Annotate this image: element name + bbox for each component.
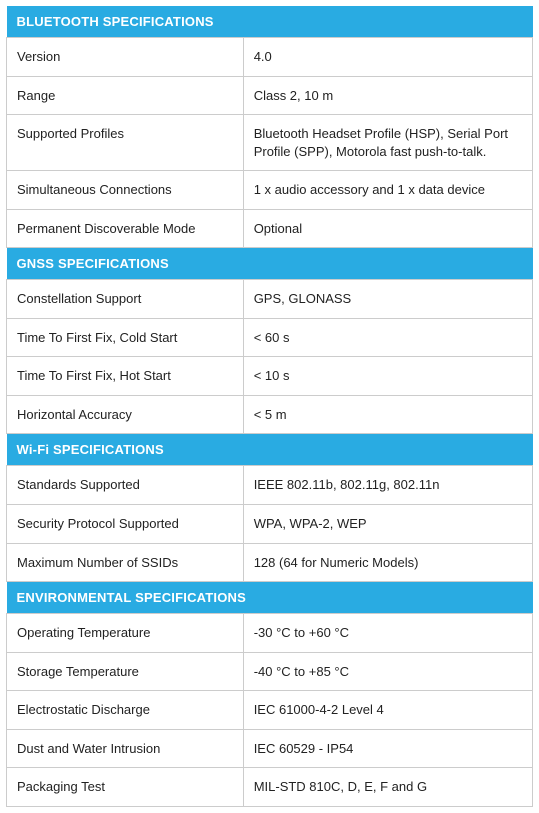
spec-label: Dust and Water Intrusion xyxy=(7,729,244,768)
spec-label: Version xyxy=(7,38,244,77)
spec-value: -30 °C to +60 °C xyxy=(243,614,532,653)
spec-label: Operating Temperature xyxy=(7,614,244,653)
spec-value: < 5 m xyxy=(243,395,532,434)
spec-value: IEEE 802.11b, 802.11g, 802.11n xyxy=(243,466,532,505)
spec-value: Optional xyxy=(243,209,532,248)
section-header-row: BLUETOOTH SPECIFICATIONS xyxy=(7,6,533,38)
section-header-row: Wi-Fi SPECIFICATIONS xyxy=(7,434,533,466)
spec-row: Maximum Number of SSIDs128 (64 for Numer… xyxy=(7,543,533,582)
spec-value: Class 2, 10 m xyxy=(243,76,532,115)
spec-label: Storage Temperature xyxy=(7,652,244,691)
spec-value: Bluetooth Headset Profile (HSP), Serial … xyxy=(243,115,532,171)
spec-row: Security Protocol SupportedWPA, WPA-2, W… xyxy=(7,505,533,544)
spec-row: Standards SupportedIEEE 802.11b, 802.11g… xyxy=(7,466,533,505)
spec-row: Constellation SupportGPS, GLONASS xyxy=(7,280,533,319)
spec-table-body: BLUETOOTH SPECIFICATIONSVersion4.0RangeC… xyxy=(7,6,533,806)
spec-label: Simultaneous Connections xyxy=(7,171,244,210)
spec-row: Time To First Fix, Hot Start< 10 s xyxy=(7,357,533,396)
spec-label: Time To First Fix, Hot Start xyxy=(7,357,244,396)
spec-label: Constellation Support xyxy=(7,280,244,319)
section-header: ENVIRONMENTAL SPECIFICATIONS xyxy=(7,582,533,613)
spec-row: Permanent Discoverable ModeOptional xyxy=(7,209,533,248)
specifications-table: BLUETOOTH SPECIFICATIONSVersion4.0RangeC… xyxy=(6,6,533,807)
spec-row: Dust and Water IntrusionIEC 60529 - IP54 xyxy=(7,729,533,768)
spec-row: Time To First Fix, Cold Start< 60 s xyxy=(7,318,533,357)
section-header: BLUETOOTH SPECIFICATIONS xyxy=(7,6,533,37)
spec-row: RangeClass 2, 10 m xyxy=(7,76,533,115)
section-header-row: ENVIRONMENTAL SPECIFICATIONS xyxy=(7,582,533,614)
section-header-row: GNSS SPECIFICATIONS xyxy=(7,248,533,280)
spec-row: Simultaneous Connections1 x audio access… xyxy=(7,171,533,210)
spec-label: Time To First Fix, Cold Start xyxy=(7,318,244,357)
spec-value: 4.0 xyxy=(243,38,532,77)
spec-label: Range xyxy=(7,76,244,115)
spec-label: Standards Supported xyxy=(7,466,244,505)
spec-value: 128 (64 for Numeric Models) xyxy=(243,543,532,582)
spec-label: Packaging Test xyxy=(7,768,244,807)
spec-row: Packaging TestMIL-STD 810C, D, E, F and … xyxy=(7,768,533,807)
spec-label: Supported Profiles xyxy=(7,115,244,171)
spec-value: -40 °C to +85 °C xyxy=(243,652,532,691)
spec-label: Maximum Number of SSIDs xyxy=(7,543,244,582)
spec-value: < 10 s xyxy=(243,357,532,396)
spec-row: Storage Temperature-40 °C to +85 °C xyxy=(7,652,533,691)
section-header: Wi-Fi SPECIFICATIONS xyxy=(7,434,533,465)
spec-value: WPA, WPA-2, WEP xyxy=(243,505,532,544)
spec-value: < 60 s xyxy=(243,318,532,357)
spec-value: IEC 60529 - IP54 xyxy=(243,729,532,768)
section-header: GNSS SPECIFICATIONS xyxy=(7,248,533,279)
spec-value: MIL-STD 810C, D, E, F and G xyxy=(243,768,532,807)
spec-label: Security Protocol Supported xyxy=(7,505,244,544)
spec-value: 1 x audio accessory and 1 x data device xyxy=(243,171,532,210)
spec-value: GPS, GLONASS xyxy=(243,280,532,319)
spec-label: Horizontal Accuracy xyxy=(7,395,244,434)
spec-row: Operating Temperature-30 °C to +60 °C xyxy=(7,614,533,653)
spec-row: Supported ProfilesBluetooth Headset Prof… xyxy=(7,115,533,171)
spec-label: Permanent Discoverable Mode xyxy=(7,209,244,248)
spec-row: Version4.0 xyxy=(7,38,533,77)
spec-row: Horizontal Accuracy< 5 m xyxy=(7,395,533,434)
